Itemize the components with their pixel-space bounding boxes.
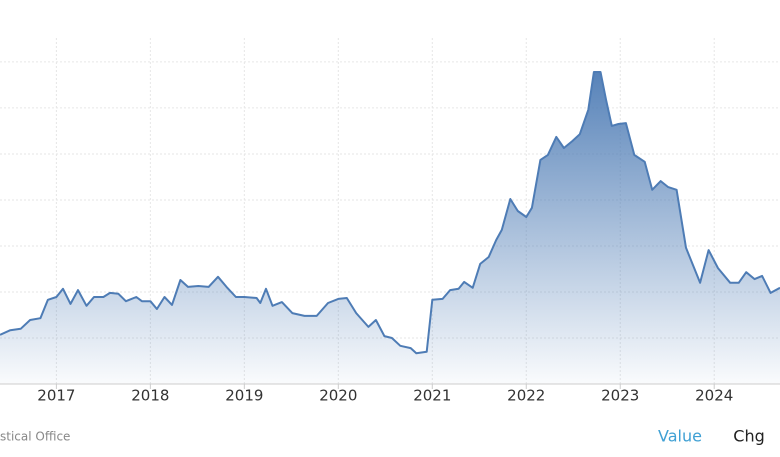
plot <box>0 71 780 384</box>
line <box>0 71 780 355</box>
area <box>0 72 780 384</box>
source: stical Office <box>0 430 70 444</box>
chg-tab[interactable]: Chg <box>733 427 764 446</box>
x-tick-label: 2023 <box>601 387 639 405</box>
x-tick-label: 2019 <box>225 387 263 405</box>
x-tick-label: 2024 <box>695 387 733 405</box>
x-tick-label: 2018 <box>131 387 169 405</box>
x-tick-label: 2020 <box>319 387 357 405</box>
x-tick-label: 2021 <box>413 387 451 405</box>
x-tick-label: 2017 <box>37 387 75 405</box>
value-tab[interactable]: Value <box>658 427 702 446</box>
x-tick-label: 2022 <box>507 387 545 405</box>
